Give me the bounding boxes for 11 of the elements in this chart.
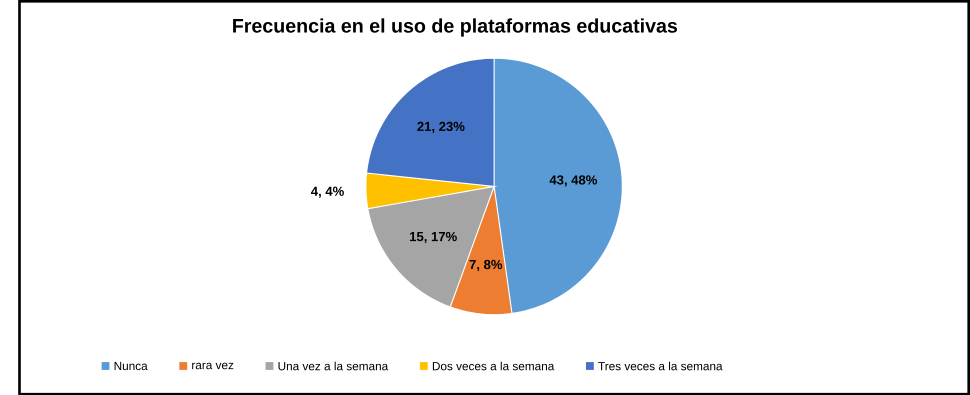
legend-label: rara vez [192,362,234,370]
data-label: 43, 48% [550,175,598,186]
chart-title: Frecuencia en el uso de plataformas educativas [233,18,678,36]
data-label: 15, 17% [410,232,457,243]
data-label: 7, 8% [470,260,502,271]
legend-label: Nunca [114,362,148,370]
legend-label: Dos veces a la semana [432,361,554,370]
data-label: 4, 4% [310,186,344,198]
legend-label: Tres veces a la semana [598,361,723,370]
legend-label: Una vez a la semana [278,361,388,370]
data-label: 21, 23% [417,122,465,133]
